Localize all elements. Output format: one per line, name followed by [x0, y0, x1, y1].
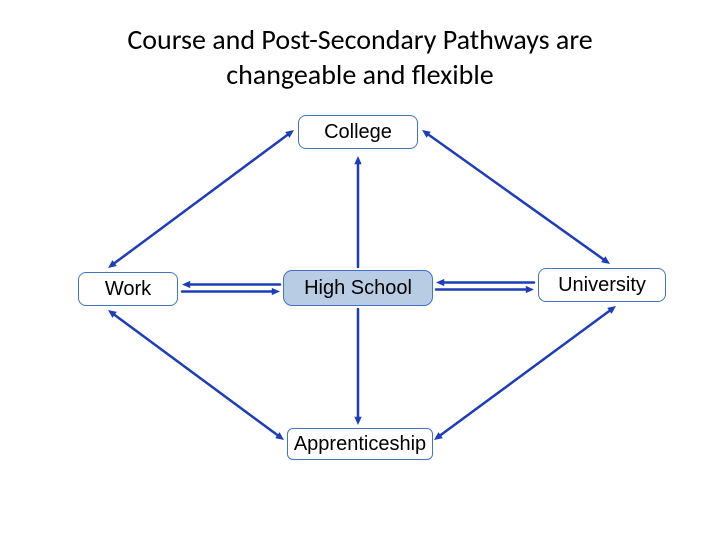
node-university: University [538, 268, 666, 302]
node-work-label: Work [105, 278, 151, 301]
node-college: College [298, 115, 418, 149]
title-line-2: changeable and flexible [226, 57, 493, 92]
node-highschool: High School [283, 270, 433, 306]
node-apprenticeship-label: Apprenticeship [294, 433, 426, 456]
node-work: Work [78, 272, 178, 306]
page-title: Course and Post-Secondary Pathways are c… [0, 22, 720, 92]
title-line-1: Course and Post-Secondary Pathways are [127, 22, 592, 57]
node-highschool-label: High School [304, 277, 412, 300]
node-university-label: University [558, 274, 646, 297]
node-apprenticeship: Apprenticeship [287, 428, 433, 460]
node-college-label: College [324, 121, 392, 144]
